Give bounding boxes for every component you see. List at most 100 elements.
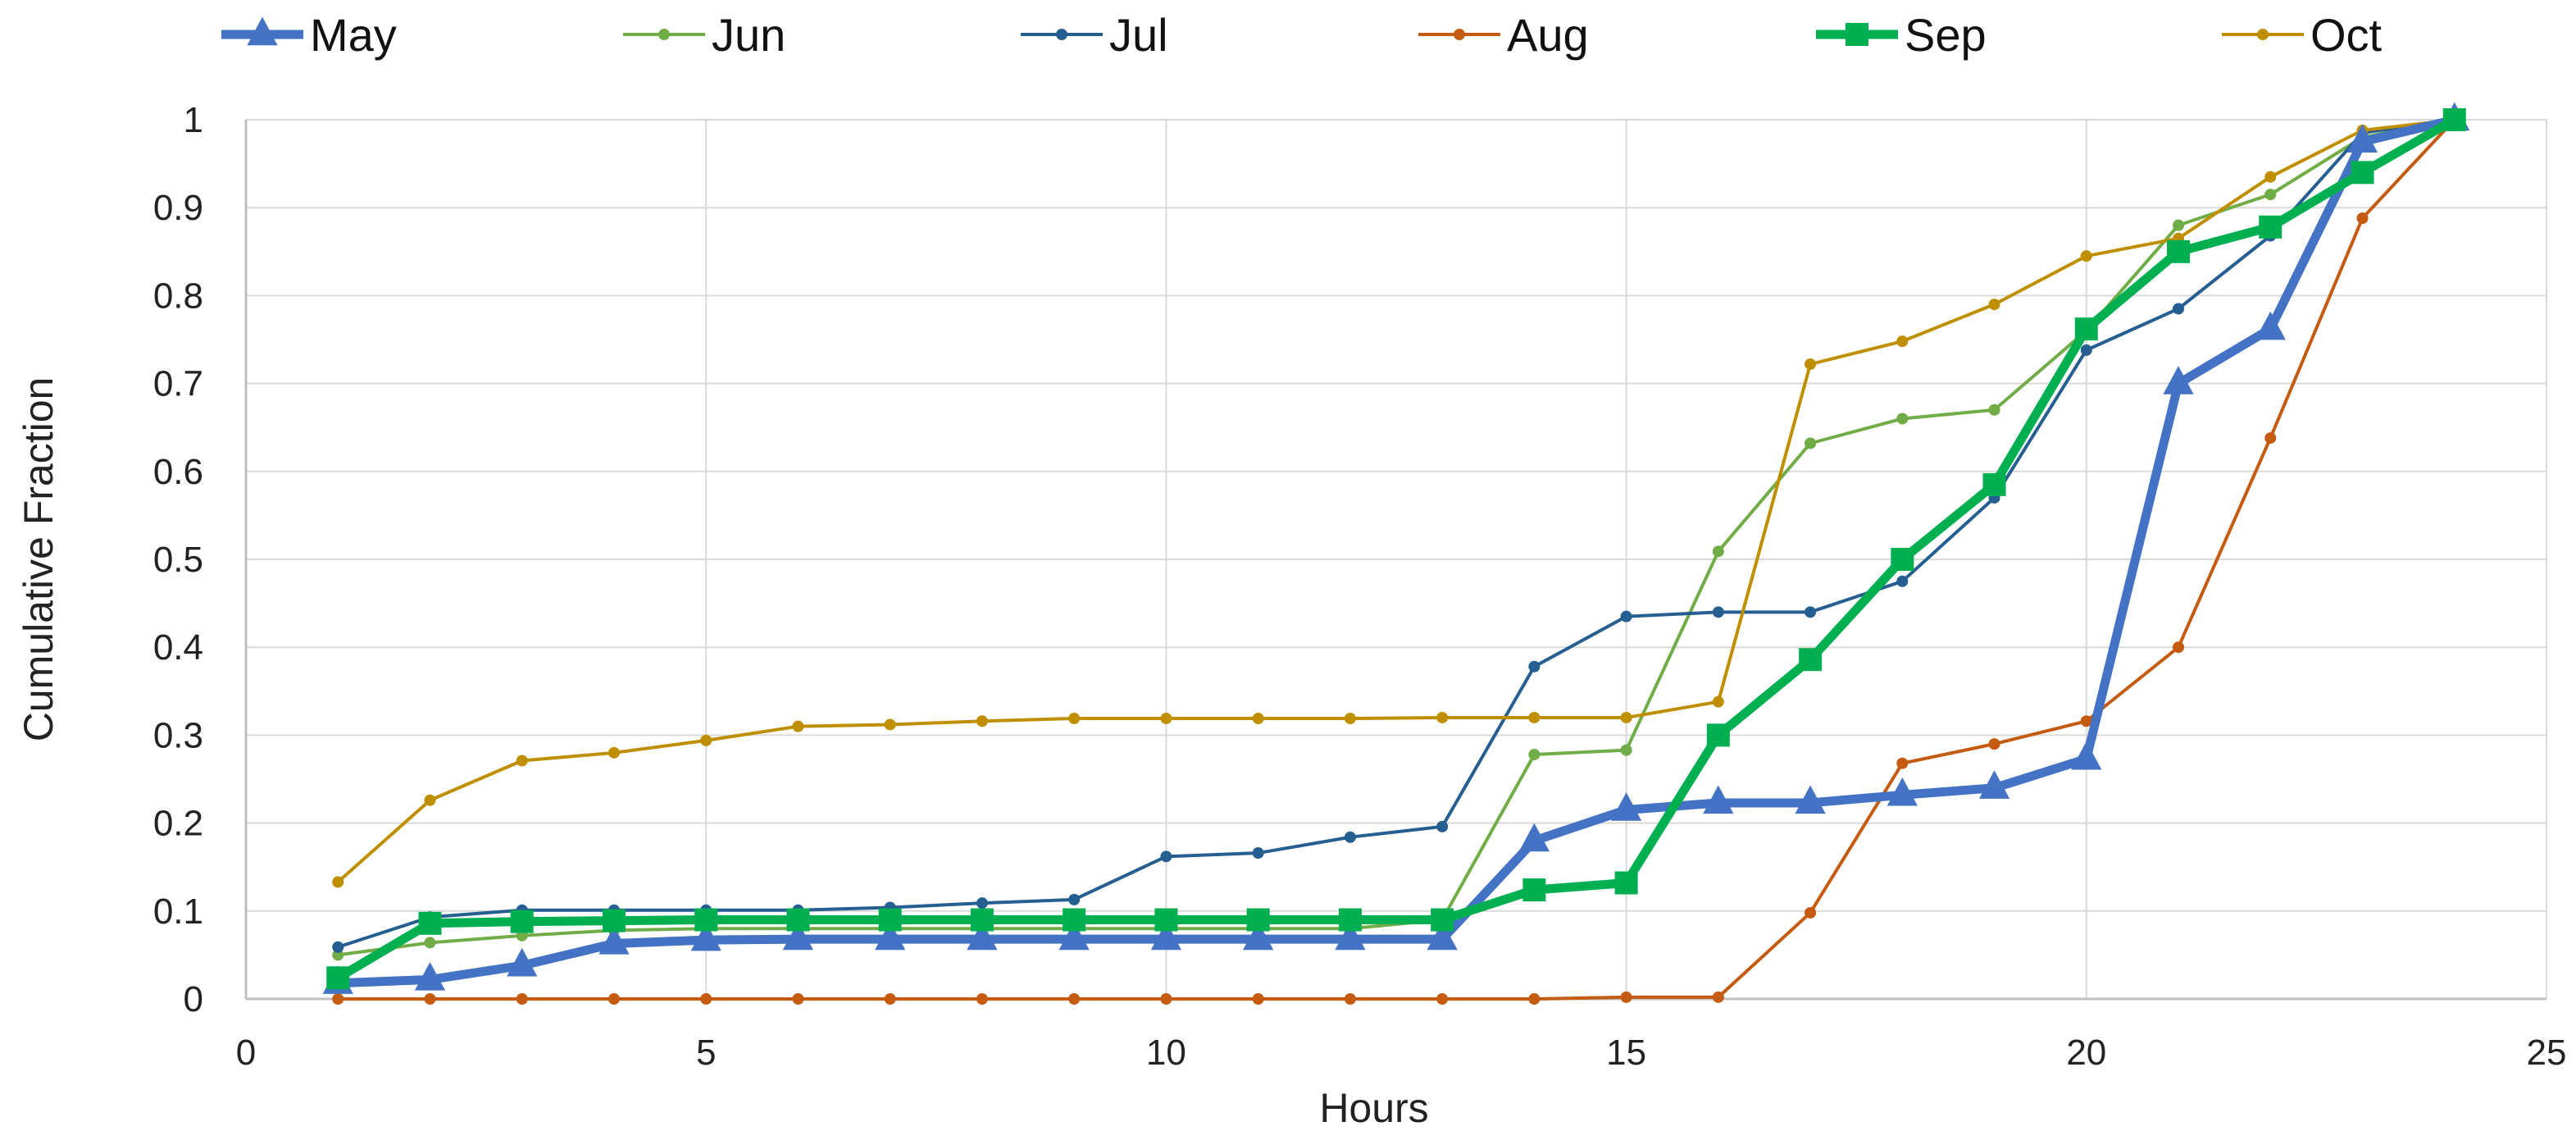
data-point [1805, 358, 1817, 371]
data-point [792, 993, 804, 1005]
data-point [1982, 472, 2006, 496]
legend-marker [1056, 29, 1067, 40]
data-point [2264, 171, 2277, 183]
legend-label: Aug [1507, 9, 1589, 61]
data-point [2346, 124, 2378, 153]
legend-item-aug: Aug [1418, 9, 1589, 61]
y-tick-label: 0.7 [153, 364, 203, 404]
legend-item-oct: Oct [2222, 9, 2383, 61]
data-point [884, 993, 896, 1005]
x-tick-label: 0 [236, 1033, 256, 1073]
y-tick-label: 0.3 [153, 715, 203, 755]
x-tick-label: 25 [2527, 1033, 2567, 1073]
data-point [884, 718, 896, 731]
y-tick-label: 0.1 [153, 891, 203, 932]
data-point [1528, 711, 1541, 723]
data-point [782, 921, 814, 951]
series-sep [326, 108, 2466, 990]
data-point [418, 911, 442, 935]
y-tick-label: 0.2 [153, 804, 203, 844]
data-point [1896, 335, 1909, 348]
data-point [2080, 250, 2092, 262]
x-tick-label: 20 [2066, 1033, 2106, 1073]
data-point [1805, 906, 1817, 919]
data-point [1243, 921, 1274, 951]
data-point [875, 921, 906, 951]
data-point [2442, 108, 2466, 131]
data-point [1246, 908, 1270, 932]
data-point [2173, 641, 2185, 654]
data-point [1988, 738, 2000, 750]
data-point [2080, 715, 2092, 727]
data-point [1063, 908, 1086, 932]
data-point [1896, 575, 1909, 587]
data-point [332, 876, 344, 888]
series-oct [332, 114, 2460, 888]
y-tick-label: 0 [184, 979, 203, 1019]
legend-label: Jun [712, 9, 785, 61]
data-point [976, 715, 988, 727]
data-point [786, 908, 810, 932]
data-point [1896, 413, 1909, 425]
data-point [2074, 317, 2098, 341]
data-point [1068, 993, 1081, 1005]
legend-marker [2257, 29, 2269, 40]
series-line-oct [336, 118, 2455, 883]
data-point [1712, 606, 1724, 618]
legend-item-may: May [221, 9, 397, 61]
data-point [414, 961, 446, 991]
data-point [2255, 311, 2286, 340]
data-point [2351, 161, 2374, 185]
data-point [1436, 820, 1449, 832]
legend-item-sep: Sep [1816, 9, 1987, 61]
data-point [1252, 993, 1264, 1005]
data-point [1712, 695, 1724, 708]
data-point [1160, 993, 1172, 1005]
data-point [1712, 545, 1724, 558]
data-point [1886, 777, 1918, 806]
y-tick-label: 0.4 [153, 627, 203, 668]
data-point [424, 937, 436, 949]
data-point [1058, 921, 1090, 951]
data-point [1528, 748, 1541, 760]
data-point [1896, 757, 1909, 769]
data-point [1799, 648, 1823, 672]
y-tick-label: 0.8 [153, 276, 203, 316]
data-point [516, 755, 528, 767]
data-point [1160, 850, 1172, 863]
series-line-jul [337, 118, 2455, 949]
data-point [1528, 660, 1541, 673]
legend-label: Sep [1905, 9, 1987, 61]
data-point [1706, 723, 1730, 747]
data-point [1522, 878, 1546, 902]
data-point [507, 947, 538, 977]
data-point [792, 720, 804, 732]
x-tick-label: 15 [1606, 1033, 1646, 1073]
y-tick-label: 1 [184, 100, 203, 140]
data-point [700, 993, 712, 1005]
data-point [2173, 219, 2185, 231]
legend-label: Oct [2310, 9, 2383, 61]
data-point [1805, 606, 1817, 618]
data-point [976, 993, 988, 1005]
data-point [1427, 921, 1458, 951]
data-point [694, 908, 718, 932]
data-point [878, 908, 902, 932]
x-tick-label: 10 [1146, 1033, 1186, 1073]
legend-marker [658, 29, 670, 40]
data-point [2173, 303, 2185, 315]
data-point [598, 926, 630, 955]
data-point [1620, 610, 1632, 622]
data-point [1518, 823, 1550, 852]
legend: May Jun Jul Aug Sep Oct [221, 9, 2383, 61]
data-point [1344, 831, 1356, 843]
data-point [2167, 239, 2191, 263]
data-point [1611, 792, 1642, 821]
data-point [332, 993, 344, 1005]
data-point [332, 941, 344, 953]
data-point [690, 922, 721, 951]
data-point [2071, 741, 2102, 770]
legend-marker [1454, 29, 1465, 40]
